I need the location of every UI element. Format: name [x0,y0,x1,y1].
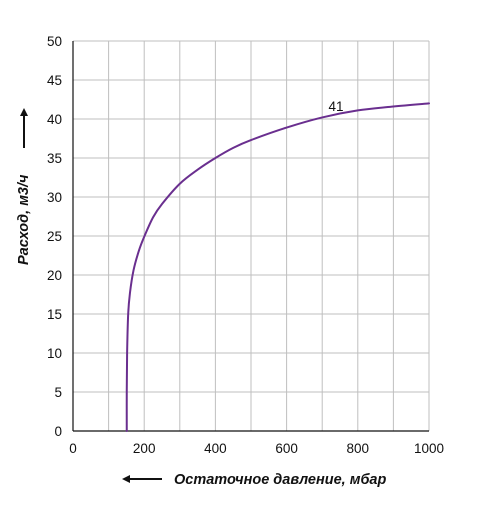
y-tick-label: 45 [47,73,62,88]
series-label-41: 41 [328,99,343,114]
y-tick-label: 20 [47,268,62,283]
series-line-41 [125,102,430,432]
x-tick-label: 200 [133,441,156,456]
x-tick-label: 600 [275,441,298,456]
y-tick-label: 25 [47,229,62,244]
x-tick-labels: 0 200 400 600 800 1000 [69,441,444,456]
axes [72,41,429,432]
y-tick-label: 50 [47,34,62,49]
x-tick-label: 800 [347,441,370,456]
y-tick-label: 0 [54,424,62,439]
x-tick-label: 1000 [414,441,444,456]
y-tick-label: 35 [47,151,62,166]
x-tick-label: 400 [204,441,227,456]
y-tick-label: 10 [47,346,62,361]
y-axis-title: Расход, м3/ч [16,174,32,265]
y-tick-label: 30 [47,190,62,205]
y-tick-label: 40 [47,112,62,127]
series-lines [125,102,430,432]
y-tick-label: 5 [54,385,62,400]
y-tick-labels: 0 5 10 15 20 25 30 35 40 45 50 [47,34,62,439]
x-axis-title: Остаточное давление, мбар [174,472,386,488]
x-tick-label: 0 [69,441,77,456]
y-tick-label: 15 [47,307,62,322]
